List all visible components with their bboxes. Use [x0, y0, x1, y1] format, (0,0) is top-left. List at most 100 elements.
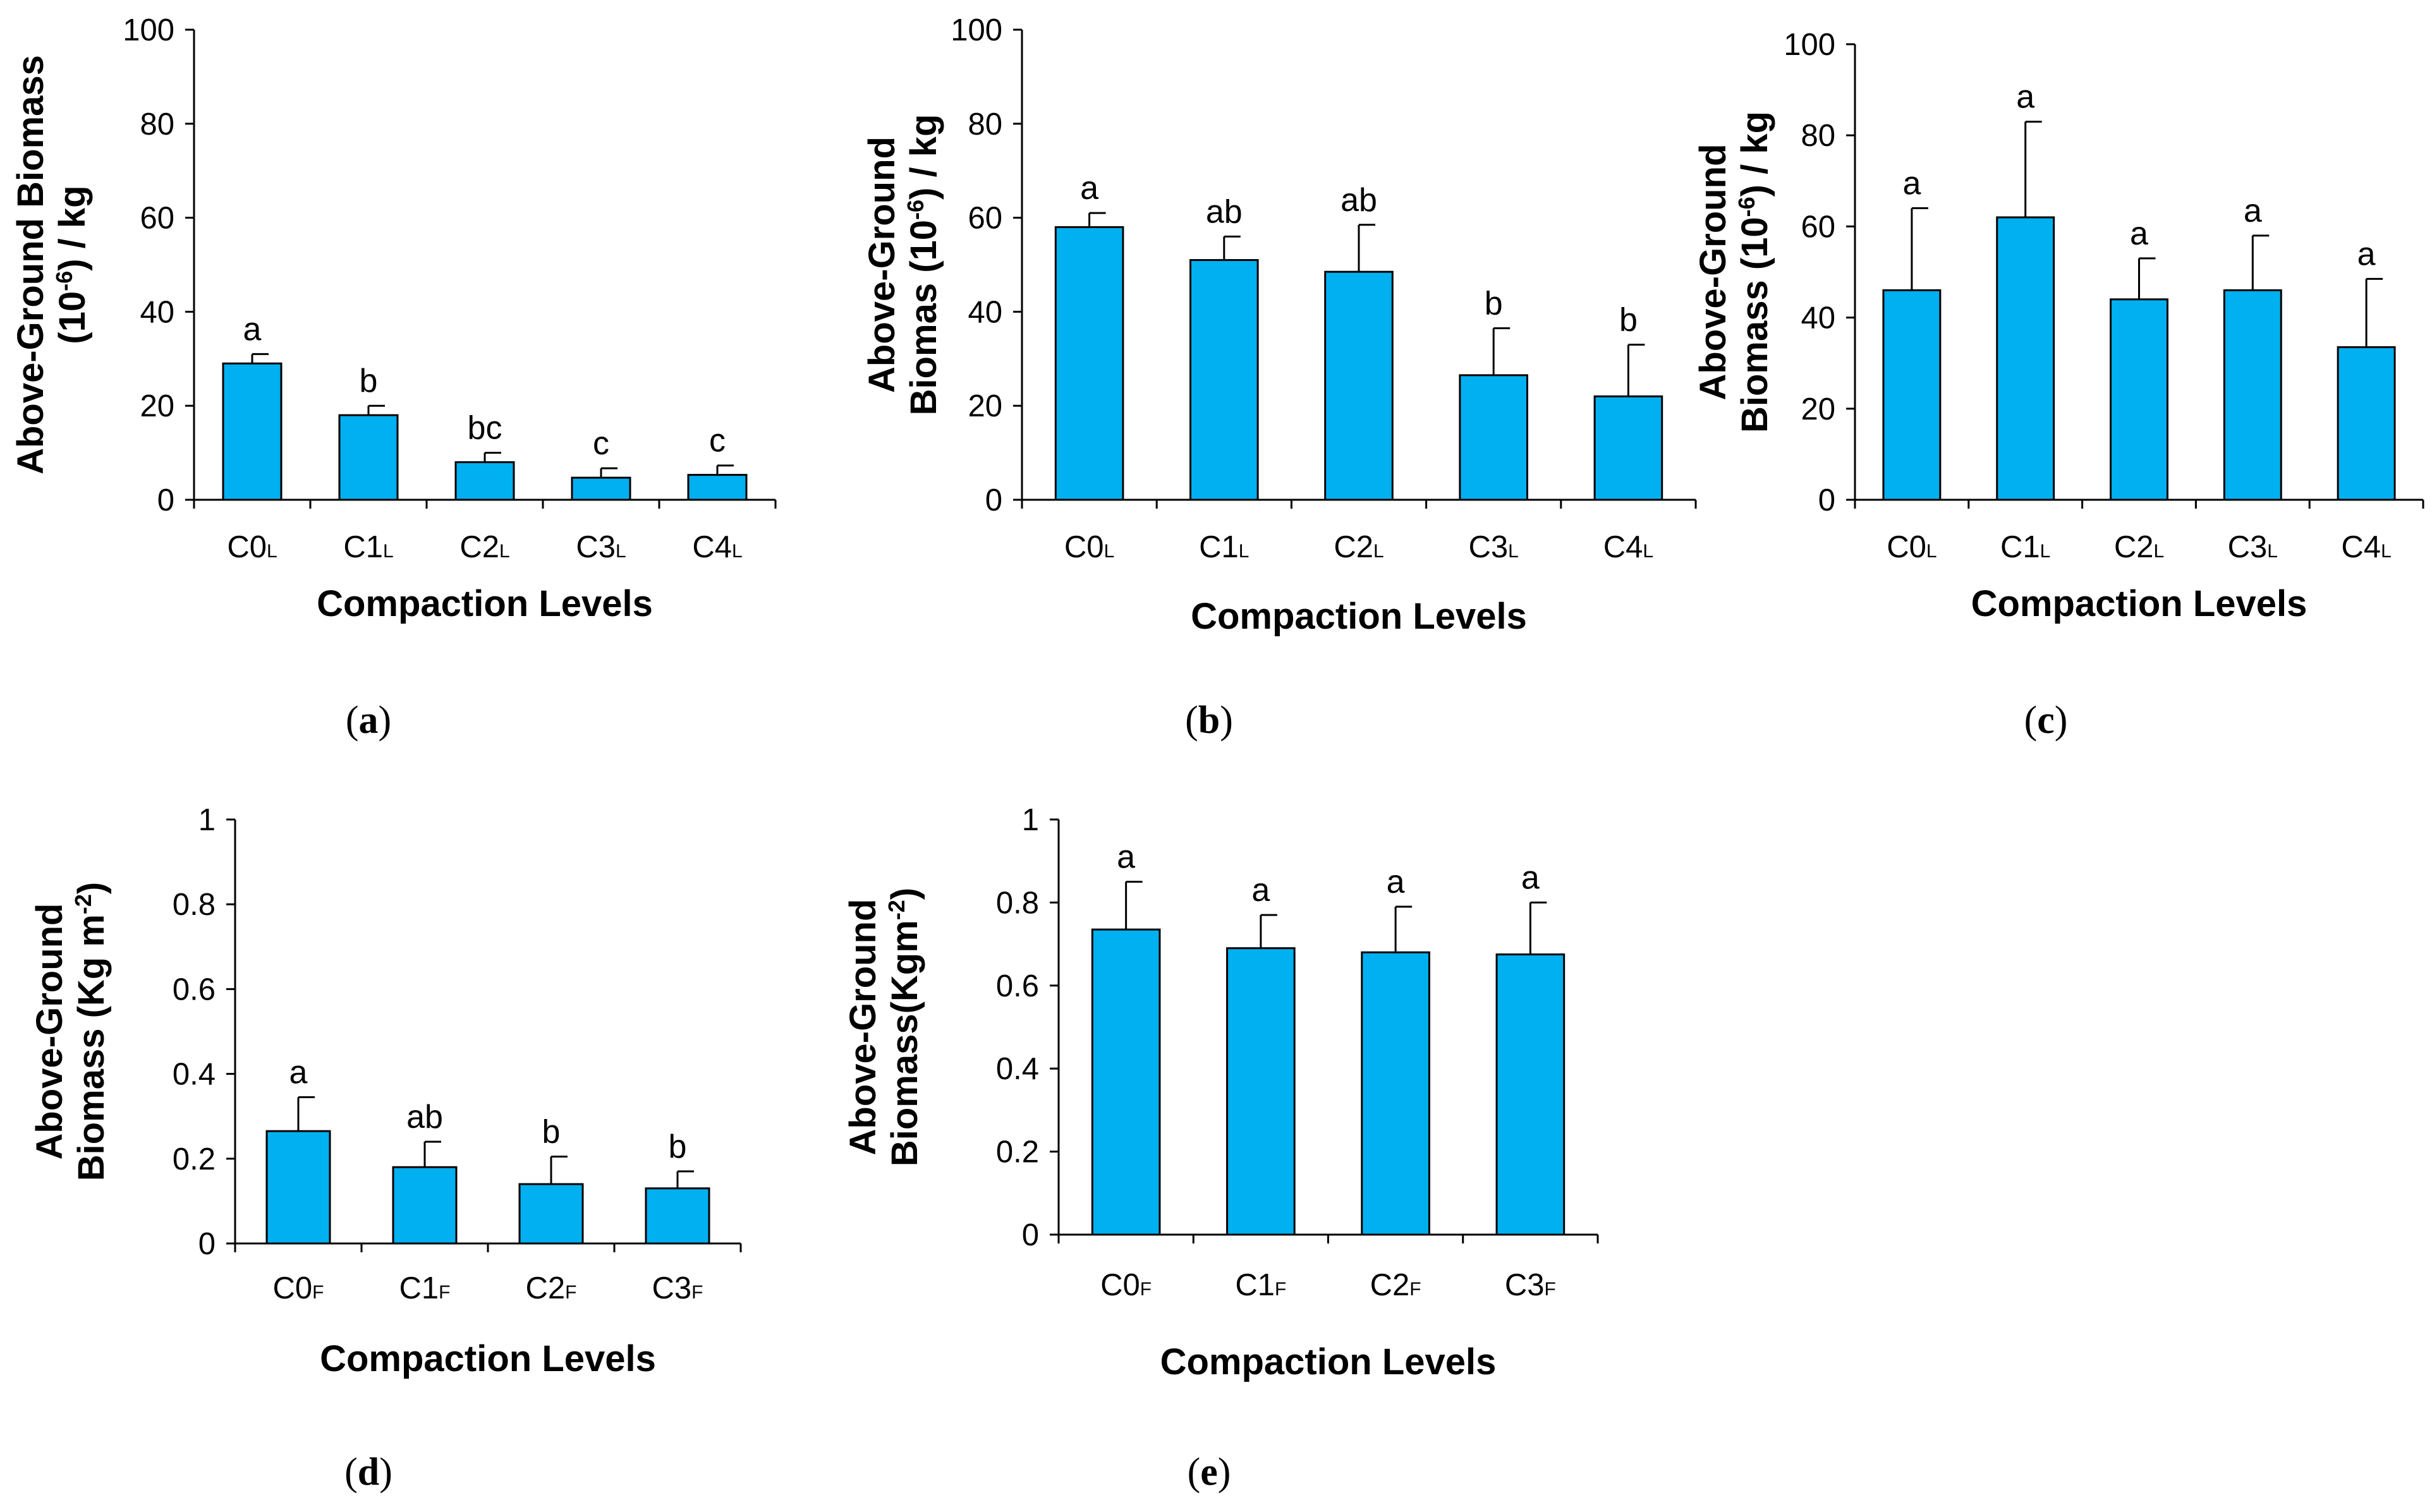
panel-b-caption: (b): [1185, 699, 1233, 742]
panel-a-bar-0: [222, 362, 283, 501]
panel-a-bar-2: [454, 461, 515, 501]
panel-b-y-tick-label-2: 40: [968, 295, 1002, 329]
panel-a-y-tick-label-1: 20: [140, 389, 174, 423]
panel-c-y-tick-label-1: 20: [1801, 392, 1835, 426]
panel-e-caption: (e): [1188, 1451, 1231, 1494]
panel-b-chart: a C0L ab C1L ab C2L b C3L b C4L 0 20 40 60 80 100 Compac…: [861, 13, 1697, 742]
panel-d-category-label-2: C2F: [526, 1271, 577, 1305]
panel-d-sig-letter-2: b: [542, 1113, 561, 1150]
panel-a-sig-letter-2: bc: [468, 410, 502, 447]
panel-c-y-axis-title-line-0: Above-Ground: [1693, 144, 1734, 401]
panel-b-y-tick-label-1: 20: [968, 389, 1002, 423]
panel-b-sig-letter-0: a: [1080, 170, 1098, 207]
panel-d-bar-3: [645, 1187, 710, 1245]
panel-e-bar-2: [1361, 951, 1430, 1236]
panel-b-bar-3: [1459, 374, 1528, 501]
panel-c-sig-letter-2: a: [2130, 215, 2148, 252]
panel-a-y-tick-label-3: 60: [140, 202, 174, 236]
panel-e-category-label-3: C3F: [1505, 1268, 1556, 1302]
panel-c-category-label-3: C3L: [2228, 530, 2278, 564]
panel-a-sig-letter-3: c: [593, 425, 609, 462]
panel-b-x-axis-title: Compaction Levels: [1191, 596, 1527, 637]
panel-d-chart: a C0F ab C1F b C2F b C3F 0 0.2 0.4 0.6 0.8 1 Compactio…: [29, 803, 742, 1494]
panel-a-y-axis-title-line-1: (10-6) / kg: [51, 185, 93, 344]
panel-b-sig-letter-3: b: [1485, 285, 1503, 322]
panel-a-sig-letter-0: a: [243, 311, 262, 348]
panel-e-y-tick-label-0: 0: [1022, 1218, 1039, 1252]
panel-c-category-label-0: C0L: [1887, 530, 1936, 564]
panel-e-y-tick-label-4: 0.8: [996, 886, 1039, 920]
panel-d-category-label-3: C3F: [652, 1271, 703, 1305]
panel-c-y-tick-label-2: 40: [1801, 301, 1835, 336]
panel-a-bar-4: [687, 474, 748, 501]
panel-c-y-tick-label-5: 100: [1784, 28, 1835, 62]
panel-e-y-tick-label-5: 1: [1022, 803, 1039, 837]
panel-c-bar-4: [2337, 346, 2396, 501]
panel-b-y-axis-title-line-1: Biomas (10-6) / kg: [903, 114, 944, 416]
panel-b-category-label-4: C4L: [1603, 530, 1653, 564]
panel-b-y-tick-label-4: 80: [968, 107, 1002, 142]
panel-d-y-tick-label-1: 0.2: [173, 1142, 216, 1176]
panel-e-y-tick-label-1: 0.2: [996, 1135, 1039, 1170]
panel-c-y-tick-label-0: 0: [1818, 483, 1835, 517]
panel-a-category-label-2: C2L: [459, 530, 509, 564]
panel-b-y-axis-title-line-0: Above-Ground: [861, 136, 903, 393]
panel-c-sig-letter-1: a: [2016, 79, 2034, 116]
panel-a-y-tick-label-5: 100: [123, 13, 174, 47]
panel-b-bar-1: [1189, 259, 1259, 501]
panel-a-chart: a C0L b C1L bc C2L c C3L c C4L 0 20 40 60 80 100 Compact…: [10, 13, 777, 742]
panel-d-y-axis-title-line-1: Biomass (Kg m-2): [70, 882, 112, 1182]
panel-a-y-tick-label-0: 0: [157, 483, 174, 517]
panel-c-sig-letter-3: a: [2244, 193, 2262, 229]
panel-e-y-axis-title-line-1: Biomass(Kgm-2): [884, 888, 925, 1166]
panel-e-category-label-2: C2F: [1370, 1268, 1421, 1302]
panel-b-bar-2: [1324, 270, 1394, 501]
panel-d-category-label-1: C1F: [399, 1271, 451, 1305]
panel-c-chart: a C0L a C1L a C2L a C3L a C4L 0 20 40 60 80 100 Compacti…: [1693, 28, 2424, 742]
panel-c-category-label-2: C2L: [2114, 530, 2164, 564]
panel-c-bar-3: [2223, 289, 2282, 501]
panel-e-sig-letter-0: a: [1117, 839, 1135, 876]
panel-e-chart: a C0F a C1F a C2F a C3F 0 0.2 0.4 0.6 0.8 1 Compaction…: [842, 803, 1599, 1494]
panel-b-bar-4: [1593, 395, 1663, 501]
panel-c-y-tick-label-3: 60: [1801, 210, 1835, 244]
panel-b-y-tick-label-0: 0: [985, 483, 1002, 517]
panel-d-y-tick-label-2: 0.4: [173, 1058, 216, 1092]
panel-d-category-label-0: C0F: [273, 1271, 324, 1305]
panel-a-bar-3: [571, 476, 631, 501]
panel-b-sig-letter-4: b: [1619, 301, 1638, 338]
panel-b-bar-0: [1054, 226, 1124, 501]
panel-d-x-axis-title: Compaction Levels: [320, 1338, 656, 1379]
panel-a-bar-1: [338, 414, 399, 501]
panel-a-sig-letter-4: c: [709, 423, 726, 459]
panel-a-category-label-1: C1L: [343, 530, 393, 564]
panel-d-y-tick-label-3: 0.6: [173, 972, 216, 1007]
panel-e-y-tick-label-3: 0.6: [996, 969, 1039, 1003]
panel-a-category-label-3: C3L: [576, 530, 626, 564]
panel-e-x-axis-title: Compaction Levels: [1160, 1341, 1497, 1382]
panel-b-sig-letter-1: ab: [1206, 193, 1243, 230]
panel-a-caption: (a): [346, 699, 391, 742]
panel-a-y-axis-title-line-0: Above-Ground Biomass: [10, 55, 51, 475]
panel-e-category-label-1: C1F: [1235, 1268, 1286, 1302]
panel-d-bar-0: [265, 1130, 331, 1245]
panel-e-y-tick-label-2: 0.4: [996, 1052, 1039, 1086]
panel-c-x-axis-title: Compaction Levels: [1971, 583, 2307, 624]
panel-b-category-label-3: C3L: [1469, 530, 1519, 564]
panel-c-caption: (c): [2024, 699, 2068, 742]
panel-e-sig-letter-1: a: [1251, 872, 1270, 909]
panel-e-y-axis-title-line-0: Above-Ground: [842, 899, 884, 1156]
panel-c-bar-2: [2110, 298, 2168, 501]
panel-e-bar-0: [1091, 928, 1161, 1236]
panel-c-category-label-1: C1L: [2000, 530, 2050, 564]
panel-d-sig-letter-1: ab: [406, 1099, 443, 1135]
panel-a-y-tick-label-2: 40: [140, 295, 174, 329]
panel-d-bar-2: [518, 1183, 584, 1245]
panel-d-caption: (d): [344, 1451, 392, 1494]
panel-c-sig-letter-0: a: [1902, 166, 1921, 202]
panel-e-bar-3: [1495, 953, 1566, 1236]
panel-e-sig-letter-2: a: [1387, 864, 1405, 900]
panel-b-y-tick-label-5: 100: [951, 13, 1002, 47]
panel-d-sig-letter-3: b: [669, 1128, 687, 1165]
